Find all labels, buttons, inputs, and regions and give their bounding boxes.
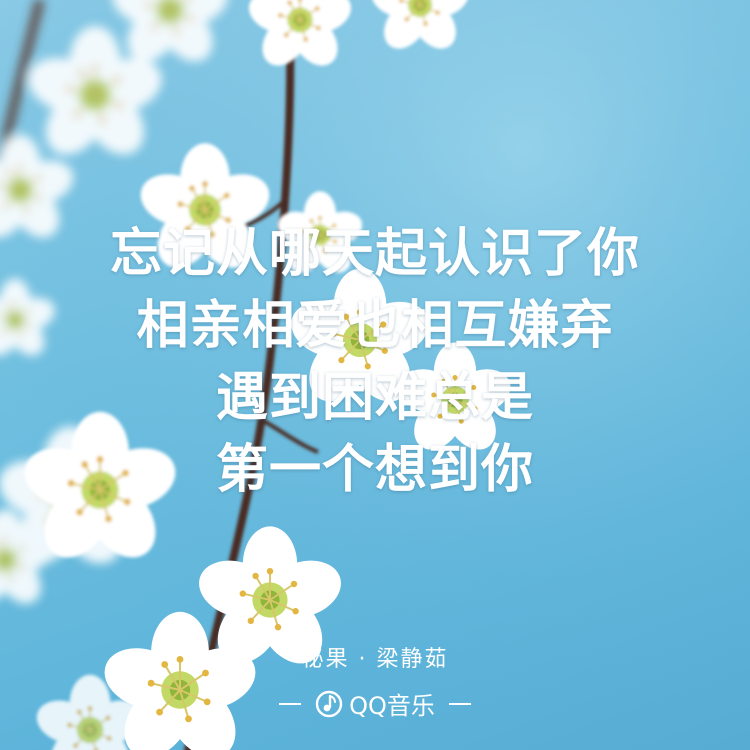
- right-dash: [448, 702, 471, 705]
- brand-name: QQ音乐: [349, 692, 435, 720]
- lyric-line-3: 遇到困难总是: [215, 368, 534, 428]
- left-dash: [279, 702, 302, 705]
- lyric-line-1: 忘记从哪天起认识了你: [109, 224, 640, 284]
- lyric-line-2: 相亲相爱也相互嫌弃: [136, 296, 614, 356]
- lyric-line-4: 第一个想到你: [215, 440, 534, 500]
- brand-watermark: QQ音乐: [0, 686, 750, 721]
- qq-music-note-icon: [315, 690, 343, 717]
- lyrics-block: 忘记从哪天起认识了你 相亲相爱也相互嫌弃 遇到困难总是 第一个想到你: [0, 218, 750, 506]
- song-artist-credit: 秘果 · 梁静茹: [301, 647, 449, 672]
